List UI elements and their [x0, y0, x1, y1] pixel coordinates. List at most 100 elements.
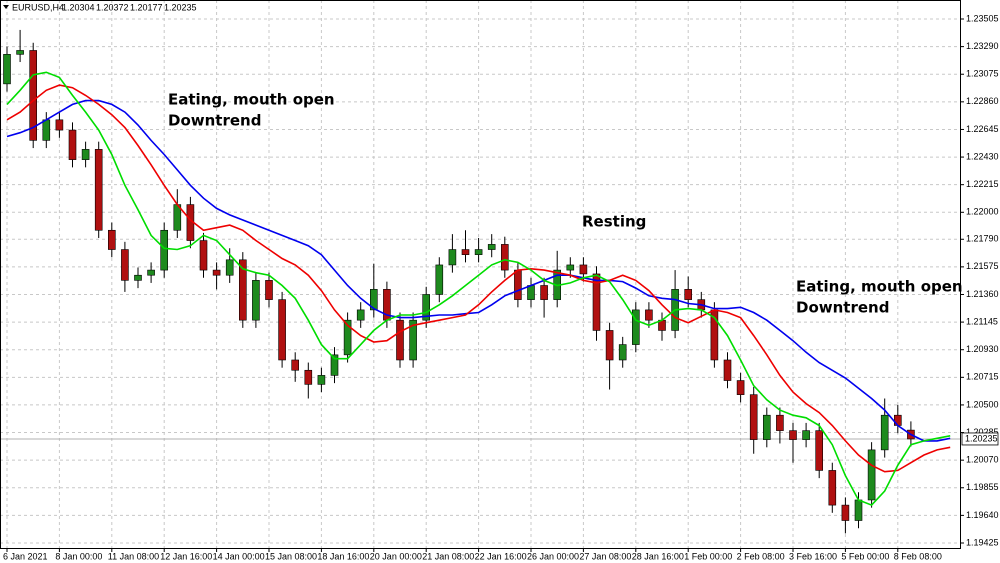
annotation: Eating, mouth open — [168, 91, 335, 109]
annotation: Resting — [582, 213, 646, 231]
annotation: Downtrend — [168, 112, 261, 130]
candle-body — [645, 309, 653, 321]
candle-body — [527, 285, 535, 300]
y-tick-label: 1.19425 — [966, 537, 999, 547]
candle-body — [317, 375, 326, 385]
candle-body — [278, 299, 286, 361]
candle-body — [252, 280, 260, 321]
candle-body — [121, 249, 129, 281]
candle-body — [802, 430, 810, 440]
y-tick-label: 1.22000 — [966, 207, 999, 217]
candle-body — [566, 264, 575, 271]
candle-body — [776, 414, 784, 431]
candle-body — [199, 240, 208, 271]
candle-body — [749, 394, 758, 440]
indicator-line — [6, 84, 951, 473]
y-tick-label: 1.23505 — [966, 13, 999, 23]
candle-body — [68, 129, 77, 160]
candle-body — [461, 249, 470, 255]
candle-body — [42, 119, 51, 141]
candle-body — [841, 504, 850, 521]
candle-body — [789, 430, 797, 440]
ohlc-close: 1.20235 — [164, 2, 197, 12]
x-tick-label: 22 Jan 16:00 — [475, 551, 527, 561]
ohlc-open: 1.20304 — [62, 2, 95, 12]
y-tick-label: 1.22430 — [966, 151, 999, 161]
ohlc-high: 1.20372 — [96, 2, 129, 12]
x-tick-label: 12 Jan 16:00 — [160, 551, 212, 561]
candle-body — [16, 50, 24, 55]
price-label: 1.20235 — [965, 433, 998, 443]
candle-body — [618, 344, 627, 361]
candle-body — [81, 149, 90, 160]
candle-body — [291, 359, 300, 371]
candle-body — [723, 359, 732, 381]
y-tick-label: 1.21575 — [966, 261, 999, 271]
candle-body — [55, 119, 64, 131]
candle-body — [94, 149, 103, 231]
y-tick-label: 1.21360 — [966, 289, 999, 299]
x-tick-label: 3 Feb 16:00 — [789, 551, 837, 561]
candle-body — [225, 259, 234, 276]
annotation: Downtrend — [796, 299, 889, 317]
y-tick-label: 1.20930 — [966, 344, 999, 354]
y-tick-label: 1.23075 — [966, 69, 999, 79]
y-tick-label: 1.22860 — [966, 96, 999, 106]
x-tick-label: 5 Feb 00:00 — [841, 551, 889, 561]
menu-arrow — [3, 5, 9, 9]
x-tick-label: 18 Jan 16:00 — [317, 551, 369, 561]
candle-body — [893, 414, 902, 426]
price-box — [961, 432, 999, 446]
indicator-line — [6, 99, 951, 442]
candle-body — [134, 274, 142, 281]
y-tick-label: 1.22215 — [966, 179, 999, 189]
chart-title: EURUSD,H4 — [12, 2, 64, 12]
x-tick-label: 21 Jan 08:00 — [422, 551, 474, 561]
candle-body — [265, 280, 273, 300]
candle-body — [605, 330, 614, 361]
plot-frame — [0, 0, 961, 549]
candle-body — [815, 430, 824, 471]
candle-body — [212, 269, 221, 276]
candle-body — [160, 229, 168, 271]
x-tick-label: 20 Jan 00:00 — [370, 551, 422, 561]
candle-body — [409, 319, 417, 361]
candle-body — [579, 264, 588, 275]
candle-body — [396, 319, 404, 361]
x-tick-label: 27 Jan 08:00 — [579, 551, 631, 561]
candle-body — [540, 285, 548, 300]
candle-body — [828, 470, 837, 506]
candle-body — [330, 354, 339, 376]
candle-body — [369, 289, 378, 311]
candle-body — [736, 380, 745, 395]
candle-body — [880, 414, 889, 451]
candle-body — [631, 309, 640, 345]
y-tick-label: 1.21790 — [966, 234, 999, 244]
x-tick-label: 2 Feb 08:00 — [737, 551, 785, 561]
x-tick-label: 1 Feb 00:00 — [684, 551, 732, 561]
candle-body — [356, 309, 365, 321]
x-tick-label: 11 Jan 08:00 — [108, 551, 159, 561]
x-tick-label: 14 Jan 00:00 — [213, 551, 265, 561]
y-tick-label: 1.20500 — [966, 399, 999, 409]
x-tick-label: 28 Jan 16:00 — [632, 551, 684, 561]
candle-body — [147, 269, 155, 276]
candle-body — [592, 273, 601, 331]
candle-body — [343, 319, 352, 356]
candle-body — [762, 414, 771, 440]
y-tick-label: 1.19640 — [966, 510, 999, 520]
indicator-line — [6, 71, 951, 507]
y-tick-label: 1.22645 — [966, 124, 999, 134]
candle-body — [448, 249, 457, 266]
x-tick-label: 8 Feb 08:00 — [894, 551, 942, 561]
ohlc-low: 1.20177 — [130, 2, 163, 12]
marks — [3, 29, 951, 534]
candle-body — [108, 229, 116, 250]
x-tick-label: 15 Jan 08:00 — [265, 551, 317, 561]
candle-body — [487, 244, 496, 250]
y-tick-label: 1.19855 — [966, 482, 999, 492]
candle-body — [514, 269, 522, 300]
y-tick-label: 1.21145 — [966, 316, 998, 326]
